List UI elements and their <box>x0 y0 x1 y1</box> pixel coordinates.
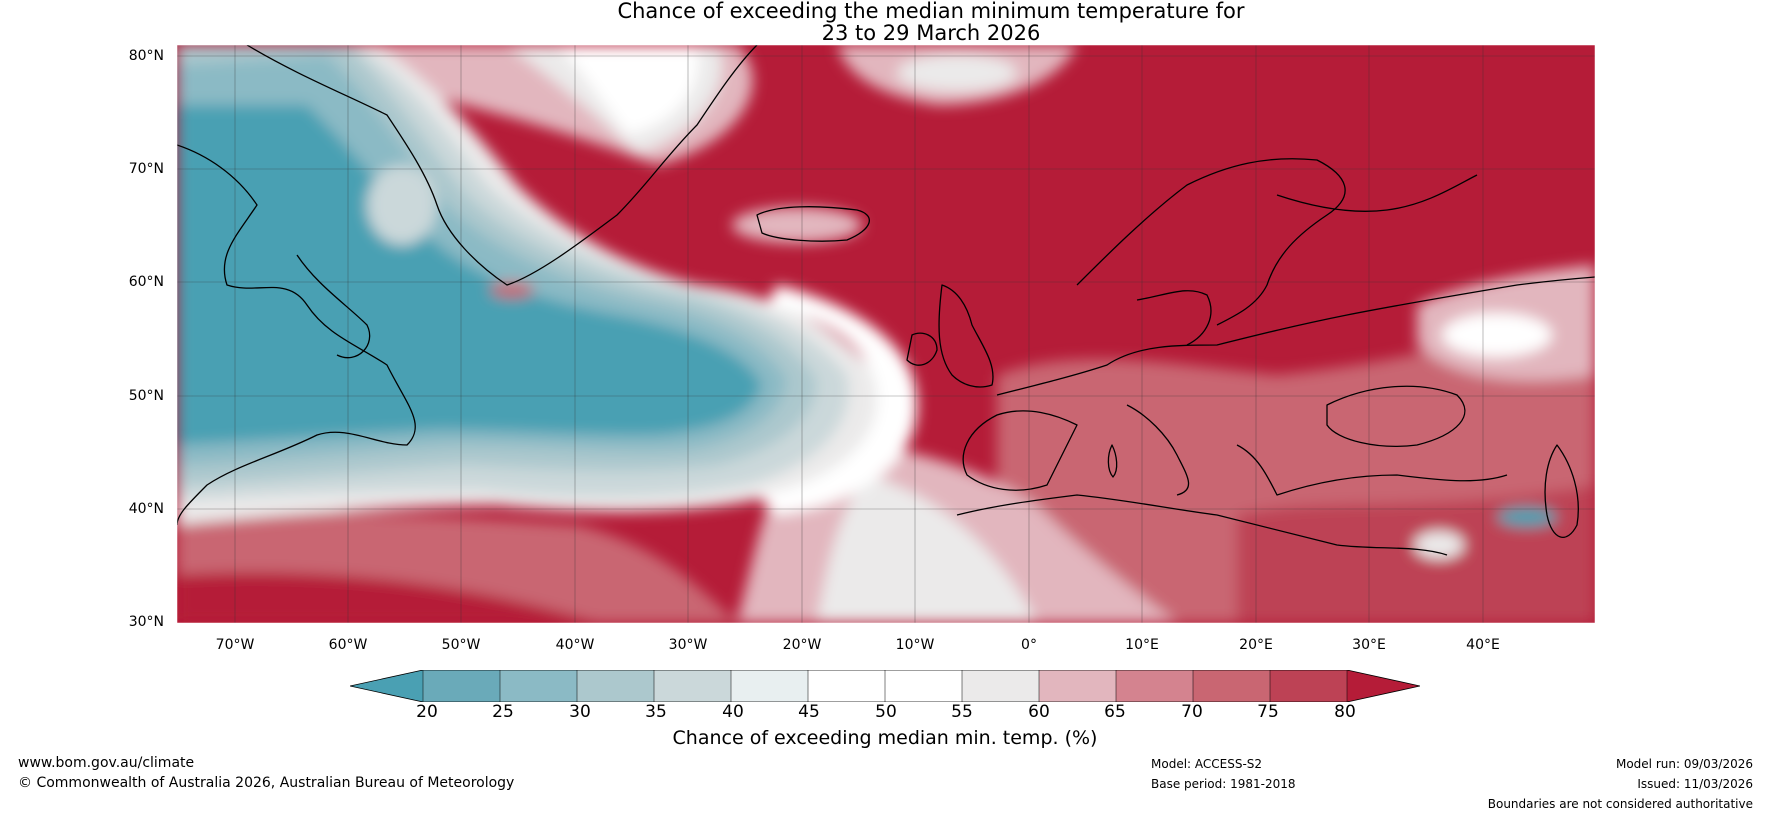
colorbar-tick-30: 30 <box>569 702 591 722</box>
colorbar-tick-80: 80 <box>1334 702 1356 722</box>
colorbar-extend-low <box>350 670 423 702</box>
lat-label-70n: 70°N <box>128 161 164 177</box>
colorbar-tick-65: 65 <box>1104 702 1126 722</box>
lon-label-60w: 60°W <box>328 637 368 653</box>
coastlines <box>177 45 1595 556</box>
colorbar-tick-70: 70 <box>1181 702 1203 722</box>
colorbar-tick-25: 25 <box>492 702 514 722</box>
lon-label-40e: 40°E <box>1466 637 1500 653</box>
lon-label-40w: 40°W <box>555 637 595 653</box>
colorbar-segment <box>808 670 886 702</box>
colorbar-segment <box>500 670 578 702</box>
probability-map <box>177 45 1595 623</box>
footer-disclaimer: Boundaries are not considered authoritat… <box>1487 797 1753 811</box>
lon-label-30e: 30°E <box>1352 637 1386 653</box>
lat-label-40n: 40°N <box>128 501 164 517</box>
colorbar-segment <box>885 670 963 702</box>
colorbar-segment <box>1270 670 1348 702</box>
colorbar-segment <box>654 670 732 702</box>
footer-website: www.bom.gov.au/climate <box>18 755 195 771</box>
lat-label-80n: 80°N <box>128 48 164 64</box>
lon-label-20e: 20°E <box>1239 637 1273 653</box>
colorbar-extend-high <box>1347 670 1420 702</box>
map-title-line2: 23 to 29 March 2026 <box>821 21 1041 45</box>
lon-label-50w: 50°W <box>441 637 481 653</box>
colorbar-label: Chance of exceeding median min. temp. (%… <box>672 727 1098 749</box>
graticule <box>177 45 1595 623</box>
colorbar-tick-40: 40 <box>722 702 744 722</box>
footer-base-period: Base period: 1981-2018 <box>1151 777 1296 791</box>
colorbar-tick-55: 55 <box>951 702 973 722</box>
footer-copyright: © Commonwealth of Australia 2026, Austra… <box>18 775 515 791</box>
colorbar-tick-35: 35 <box>645 702 667 722</box>
colorbar-segment <box>962 670 1040 702</box>
colorbar-segment <box>1193 670 1271 702</box>
lon-label-0: 0° <box>1021 637 1037 653</box>
colorbar-segment <box>423 670 501 702</box>
lon-label-10e: 10°E <box>1125 637 1159 653</box>
lat-label-60n: 60°N <box>128 274 164 290</box>
colorbar-tick-50: 50 <box>875 702 897 722</box>
colorbar-tick-60: 60 <box>1028 702 1050 722</box>
colorbar-segment <box>577 670 655 702</box>
lat-label-50n: 50°N <box>128 388 164 404</box>
colorbar-segment <box>1039 670 1117 702</box>
colorbar-segment <box>1116 670 1194 702</box>
colorbar-segment <box>731 670 809 702</box>
lon-label-10w: 10°W <box>895 637 935 653</box>
lon-label-30w: 30°W <box>668 637 708 653</box>
colorbar-tick-75: 75 <box>1257 702 1279 722</box>
footer-model-run: Model run: 09/03/2026 <box>1615 757 1753 771</box>
probability-fields <box>177 45 1595 623</box>
colorbar <box>350 670 1420 702</box>
colorbar-tick-45: 45 <box>798 702 820 722</box>
lon-label-20w: 20°W <box>782 637 822 653</box>
footer-model: Model: ACCESS-S2 <box>1151 757 1263 771</box>
footer-issued: Issued: 11/03/2026 <box>1637 777 1753 791</box>
colorbar-tick-20: 20 <box>416 702 438 722</box>
map-title-line1: Chance of exceeding the median minimum t… <box>617 0 1245 23</box>
lat-label-30n: 30°N <box>128 614 164 630</box>
lon-label-70w: 70°W <box>215 637 255 653</box>
